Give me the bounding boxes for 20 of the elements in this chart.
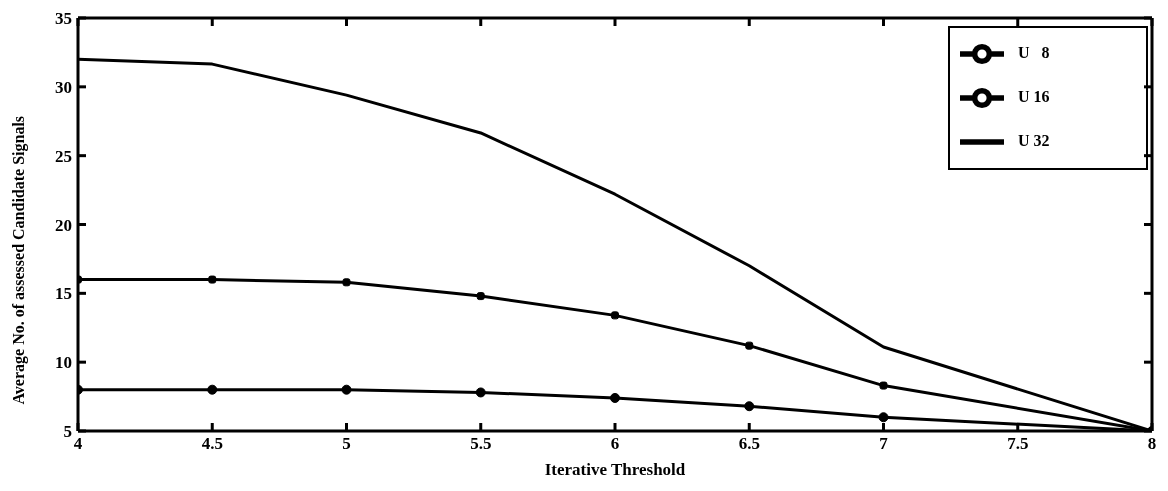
y-tick-label: 25	[55, 146, 72, 166]
y-tick-label: 35	[55, 9, 72, 29]
x-tick-label: 4.5	[201, 434, 223, 454]
x-tick-label: 7	[879, 434, 889, 454]
x-tick-label: 5	[342, 434, 351, 454]
x-tick-label: 6.5	[738, 434, 760, 454]
x-axis-title: Iterative Threshold	[544, 460, 686, 479]
legend-label: U 16	[1018, 87, 1050, 105]
y-axis-title: Average No. of assessed Candidate Signals	[9, 115, 28, 405]
x-tick-label: 5.5	[470, 434, 492, 454]
legend-label: U 32	[1018, 131, 1050, 149]
y-tick-label: 10	[55, 353, 72, 373]
legend-label: U 8	[1018, 43, 1050, 61]
x-tick-label: 4	[73, 434, 83, 454]
x-tick-label: 7.5	[1007, 434, 1029, 454]
y-tick-label: 30	[55, 77, 72, 97]
x-tick-label: 8	[1147, 434, 1157, 454]
y-tick-label: 15	[55, 284, 72, 304]
x-tick-label: 6	[610, 434, 620, 454]
y-tick-label: 20	[55, 215, 72, 235]
